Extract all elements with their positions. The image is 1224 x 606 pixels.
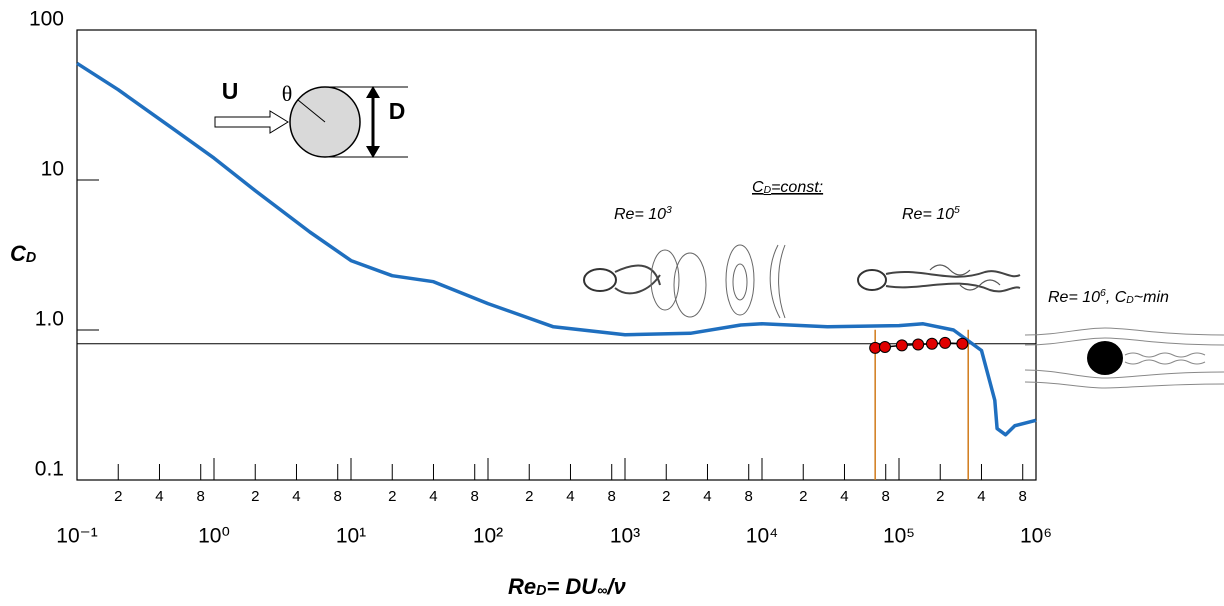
x-tick-label: 10⁻¹ <box>56 525 97 548</box>
x-minor-tick-label: 8 <box>197 488 205 505</box>
flow-label: U <box>222 78 239 104</box>
x-axis-label-part: Re <box>508 574 536 599</box>
diameter-label: D <box>389 98 406 124</box>
annotation-part: =const: <box>771 179 823 196</box>
data-point <box>878 341 891 354</box>
x-minor-tick-label: 4 <box>840 488 848 505</box>
streamlines-re6 <box>1024 327 1224 389</box>
y-tick-label: 100 <box>29 8 64 31</box>
plot-frame <box>76 29 1037 481</box>
x-axis-label-part: D <box>536 583 546 599</box>
x-axis-label-part: = DU <box>546 574 598 599</box>
x-tick-label: 10⁴ <box>746 525 778 548</box>
data-point <box>956 337 969 350</box>
annotation-part: C <box>752 179 764 196</box>
x-minor-tick-label: 2 <box>388 488 396 505</box>
y-tick-label: 1.0 <box>35 308 64 331</box>
data-point <box>925 337 938 350</box>
x-minor-tick-label: 8 <box>608 488 616 505</box>
annotation: CD=const: <box>752 179 823 196</box>
x-minor-tick-label: 4 <box>977 488 985 505</box>
annotation-part: Re= 10 <box>902 206 954 223</box>
x-minor-tick-label: 2 <box>525 488 533 505</box>
x-tick-label: 10⁰ <box>198 525 230 548</box>
annotation-part: Re= 10 <box>1048 289 1100 306</box>
x-tick-label: 10⁵ <box>883 525 915 548</box>
annotation-part: Re= 10 <box>614 206 666 223</box>
y-axis-label: CD <box>10 241 36 266</box>
y-axis-label-part: D <box>26 250 36 266</box>
x-minor-tick-label: 4 <box>155 488 163 505</box>
drag-curve <box>76 61 1037 437</box>
x-axis-label: ReD= DU∞/ν <box>508 574 627 599</box>
x-minor-tick-label: 4 <box>429 488 437 505</box>
x-minor-tick-label: 2 <box>662 488 670 505</box>
x-axis-label-part: ∞ <box>597 583 607 599</box>
x-tick-label: 10³ <box>610 525 640 548</box>
cylinder-diagram <box>214 86 408 158</box>
x-minor-tick-label: 2 <box>251 488 259 505</box>
annotation: Re= 106, CD~min <box>1048 288 1169 307</box>
x-tick-label: 10¹ <box>336 525 366 548</box>
annotation-part: D <box>1126 295 1134 306</box>
wake-re5 <box>857 264 1021 293</box>
x-minor-tick-label: 8 <box>882 488 890 505</box>
y-axis-label-part: C <box>10 241 27 266</box>
x-tick-label: 10² <box>473 525 503 548</box>
x-minor-tick-label: 8 <box>1019 488 1027 505</box>
annotation: Re= 105 <box>902 205 960 223</box>
x-minor-tick-label: 2 <box>799 488 807 505</box>
data-point <box>895 339 908 352</box>
y-tick-label: 10 <box>41 158 64 181</box>
x-minor-tick-label: 4 <box>566 488 574 505</box>
x-minor-tick-label: 2 <box>936 488 944 505</box>
x-minor-tick-label: 8 <box>471 488 479 505</box>
annotation-part: , C <box>1106 289 1127 306</box>
data-point <box>912 338 925 351</box>
annotation-part: 5 <box>954 205 960 216</box>
x-axis-label-part: /ν <box>606 574 626 599</box>
x-minor-tick-label: 2 <box>114 488 122 505</box>
annotation: Re= 103 <box>614 205 672 223</box>
x-minor-tick-label: 8 <box>334 488 342 505</box>
x-minor-tick-label: 8 <box>745 488 753 505</box>
wake-re3 <box>583 244 786 319</box>
data-point <box>869 341 882 354</box>
annotation-part: D <box>764 185 772 196</box>
data-point <box>939 336 952 349</box>
angle-label: θ <box>282 81 293 106</box>
x-minor-tick-label: 4 <box>703 488 711 505</box>
x-tick-label: 10⁶ <box>1020 525 1052 548</box>
y-tick-label: 0.1 <box>35 458 64 481</box>
annotation-part: ~min <box>1134 289 1169 306</box>
annotation-part: 3 <box>666 205 672 216</box>
x-minor-tick-label: 4 <box>292 488 300 505</box>
annotation-part: 6 <box>1100 288 1106 299</box>
